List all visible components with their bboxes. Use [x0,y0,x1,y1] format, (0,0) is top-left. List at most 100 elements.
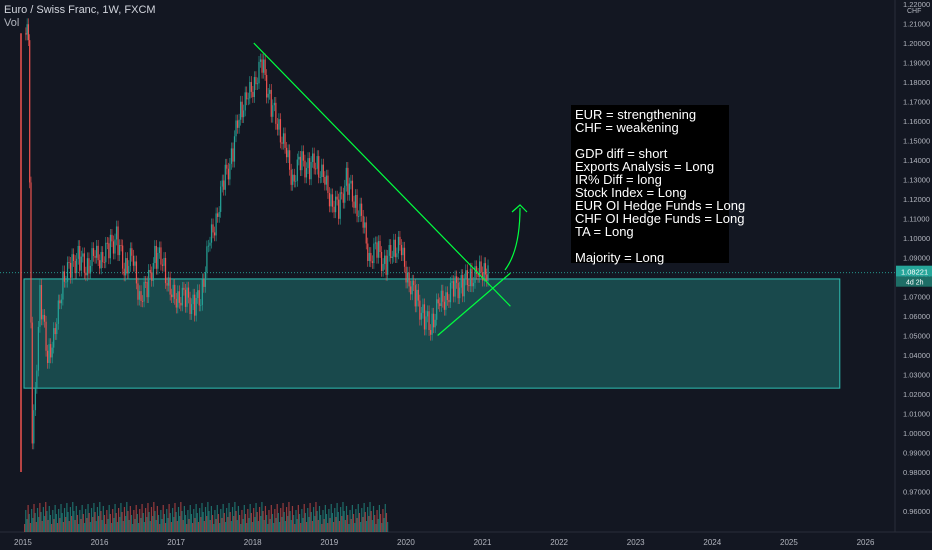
volume-bar [342,502,344,532]
volume-bar [283,512,285,532]
volume-bar [175,512,177,532]
candle-body [459,287,461,299]
time-tick-label: 2015 [14,538,32,547]
price-tick-label: 0.99000 [903,449,930,458]
candle-body [402,247,404,256]
candle-body [148,269,150,298]
candle-body [37,326,39,371]
candle-body [238,119,240,128]
volume-bar [362,517,364,532]
time-tick-label: 2018 [244,538,262,547]
candle-body [53,328,55,348]
volume-bar [152,516,154,532]
time-tick-label: 2024 [703,538,721,547]
volume-bar [213,524,215,532]
candle-body [426,311,429,317]
volume-bar [221,518,223,532]
candle-body [429,330,432,335]
volume-bar [226,508,228,532]
volume-bar [237,506,240,532]
price-tick-label: 1.02000 [903,390,930,399]
volume-bar [222,504,224,532]
volume-bar [238,515,241,532]
candle-body [310,161,312,180]
candle-body [379,241,381,252]
volume-bar [321,524,323,532]
volume-bar [43,516,46,532]
candle-body [457,282,459,299]
candle-body [466,270,468,286]
candle-body [27,24,30,41]
candle-body [446,292,449,300]
volume-bar [40,512,42,532]
volume-bar [127,511,129,532]
volume-bar [192,523,194,532]
volume-bar [370,511,372,532]
candle-body [97,245,99,261]
candle-body [198,290,200,306]
candle-body [246,92,248,100]
volume-bar [179,516,181,532]
volume-bar [53,519,55,532]
candle-body [423,304,426,330]
candle-body [292,174,294,185]
volume-bar [210,506,213,532]
volume-bar [240,524,242,532]
candle-body [480,261,482,273]
candle-body [469,268,472,287]
note-line-2: CHF = weakening [575,120,679,135]
candle-body [252,91,254,98]
volume-bar [79,510,81,532]
volume-bar [289,511,291,532]
volume-bar [108,505,110,532]
volume-bar [248,518,250,532]
candle-body [51,347,53,358]
candle-body [439,303,441,307]
volume-bar [307,508,309,532]
candle-body [419,300,421,320]
candle-body [391,256,393,259]
volume-bar [62,522,64,532]
candle-body [289,150,291,170]
volume-bar [273,523,275,532]
candle-body [373,243,375,264]
candle-body [143,281,145,302]
volume-bar [377,519,379,532]
last-price-badge [896,265,932,277]
price-tick-label: 1.09000 [903,254,930,263]
volume-bar [200,517,202,532]
volume-bar [317,520,319,532]
volume-bar [372,506,375,532]
volume-bar [29,523,32,532]
candle-body [103,262,105,263]
candle-body [345,167,347,186]
volume-bar [73,511,75,532]
volume-bar [357,504,359,532]
candle-body [482,272,484,281]
candle-body [184,289,187,307]
candle-body [483,263,485,281]
volume-bar [89,522,91,532]
volume-bar [186,524,188,532]
candle-body [227,168,229,180]
candle-body [56,323,58,335]
candle-body [308,158,311,180]
price-tick-label: 0.98000 [903,468,930,477]
volume-bar [287,516,289,532]
volume-bar [298,514,301,532]
volume-bar [309,503,311,532]
candle-body [353,201,355,208]
volume-bar [80,519,82,532]
candle-body [411,280,413,295]
candle-body [221,180,223,187]
candle-body [350,180,352,184]
time-tick-label: 2016 [91,538,109,547]
price-tick-label: 1.04000 [903,351,930,360]
volume-bar [302,518,304,532]
volume-bar [36,508,39,532]
candle-body [385,255,387,275]
volume-bar [85,509,87,532]
note-line-5: Exports Analysis = Long [575,159,715,174]
volume-bar [216,505,218,532]
